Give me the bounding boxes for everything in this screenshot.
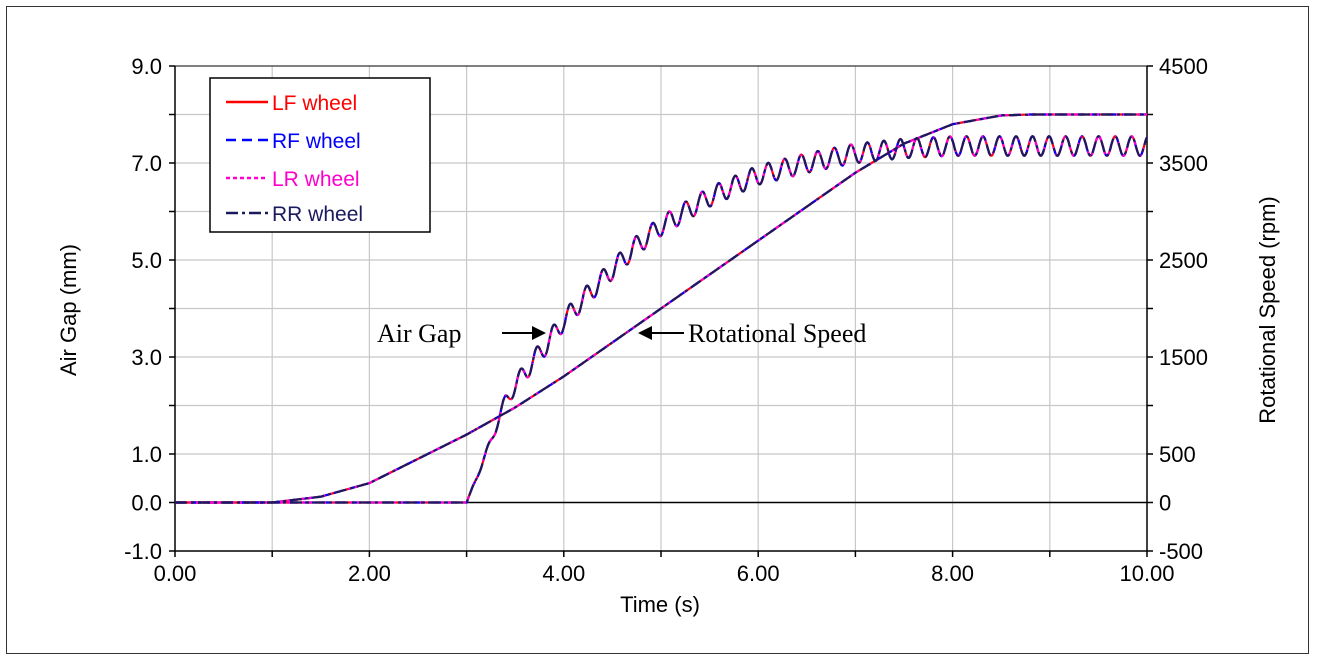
y-right-tick-label: 0 — [1159, 491, 1171, 516]
y-right-tick-label: 4500 — [1159, 54, 1208, 79]
y-left-tick-label: 0.0 — [131, 491, 162, 516]
legend-label-lf: LF wheel — [272, 92, 357, 115]
x-tick-label: 0.00 — [154, 561, 197, 586]
y-left-tick-label: 3.0 — [131, 345, 162, 370]
legend-item-rr: RR wheel — [226, 203, 363, 226]
y-axis-right-title: Rotational Speed (rpm) — [1255, 196, 1280, 423]
y-right-tick-label: -500 — [1159, 539, 1203, 564]
annotation-rotational-speed-arrow — [638, 326, 684, 340]
series-rr-air-gap — [175, 135, 1148, 504]
y-right-tick-label: 1500 — [1159, 345, 1208, 370]
annotation-rotational-speed: Rotational Speed — [688, 319, 866, 348]
x-tick-label: 10.00 — [1119, 561, 1174, 586]
y-left-tick-label: 5.0 — [131, 248, 162, 273]
legend: LF wheel RF wheel LR wheel RR wheel — [209, 77, 431, 233]
series-layer — [175, 113, 1148, 504]
y-left-tick-label: -1.0 — [124, 539, 162, 564]
x-tick-label: 2.00 — [348, 561, 391, 586]
legend-item-lf: LF wheel — [226, 92, 357, 115]
legend-item-rf: RF wheel — [226, 130, 361, 153]
legend-label-rf: RF wheel — [272, 130, 361, 153]
x-tick-label: 6.00 — [737, 561, 780, 586]
legend-label-rr: RR wheel — [272, 203, 363, 226]
y-left-tick-label: 1.0 — [131, 442, 162, 467]
legend-label-lr: LR wheel — [272, 168, 360, 191]
annotation-air-gap: Air Gap — [377, 319, 461, 348]
y-right-tick-label: 2500 — [1159, 248, 1208, 273]
y-left-tick-label: 9.0 — [131, 54, 162, 79]
y-axis-left-title: Air Gap (mm) — [56, 244, 81, 376]
axes: 0.00 2.00 4.00 6.00 8.00 10.009.07.05.03.01.0… — [124, 54, 1208, 586]
x-axis-title: Time (s) — [620, 592, 700, 617]
x-tick-label: 4.00 — [542, 561, 585, 586]
y-right-tick-label: 500 — [1159, 442, 1196, 467]
legend-item-lr: LR wheel — [226, 168, 360, 191]
annotation-air-gap-arrow — [502, 326, 546, 340]
y-left-tick-label: 7.0 — [131, 151, 162, 176]
x-tick-label: 8.00 — [931, 561, 974, 586]
series-rr-rotational-speed — [175, 113, 1147, 504]
y-right-tick-label: 3500 — [1159, 151, 1208, 176]
